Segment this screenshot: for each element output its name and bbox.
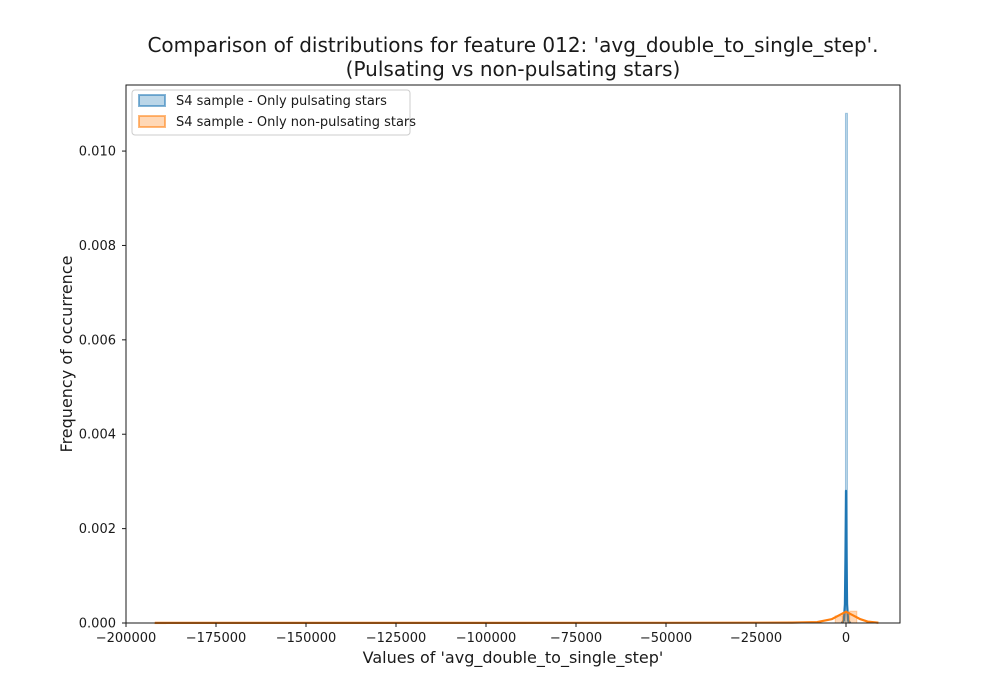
legend-swatch-pulsating	[138, 94, 166, 107]
x-axis-label: Values of 'avg_double_to_single_step'	[363, 648, 664, 668]
plot-area	[154, 112, 879, 625]
x-tick-label: −125000	[366, 631, 427, 646]
legend-label-pulsating: S4 sample - Only pulsating stars	[176, 94, 387, 109]
x-tick-label: −25000	[730, 631, 782, 646]
y-axis-ticks: 0.000 0.002 0.004 0.006 0.008 0.010	[79, 145, 126, 632]
y-tick-label: 0.002	[79, 522, 116, 537]
legend: S4 sample - Only pulsating stars S4 samp…	[131, 89, 416, 136]
x-tick-label: −150000	[276, 631, 337, 646]
x-tick-label: 0	[842, 631, 850, 646]
y-tick-label: 0.010	[79, 145, 116, 160]
chart-subtitle: (Pulsating vs non-pulsating stars)	[346, 57, 681, 81]
y-tick-label: 0.000	[79, 617, 116, 632]
legend-frame	[131, 89, 411, 136]
legend-label-non-pulsating: S4 sample - Only non-pulsating stars	[176, 115, 416, 130]
x-tick-label: −75000	[550, 631, 602, 646]
y-tick-label: 0.006	[79, 333, 116, 348]
x-tick-label: −100000	[456, 631, 517, 646]
y-tick-label: 0.008	[79, 239, 116, 254]
chart-title: Comparison of distributions for feature …	[147, 33, 878, 57]
legend-swatch-non-pulsating	[138, 115, 166, 128]
x-tick-label: −200000	[96, 631, 157, 646]
kde-line-pulsating	[840, 489, 852, 624]
kde-line-non-pulsating	[154, 610, 879, 624]
x-tick-label: −175000	[186, 631, 247, 646]
y-tick-label: 0.004	[79, 428, 116, 443]
axes-frame	[125, 84, 901, 624]
x-axis-ticks: −200000 −175000 −150000 −125000 −100000 −7500…	[96, 623, 850, 646]
y-axis-label: Frequency of occurrence	[57, 256, 76, 453]
x-tick-label: −50000	[640, 631, 692, 646]
